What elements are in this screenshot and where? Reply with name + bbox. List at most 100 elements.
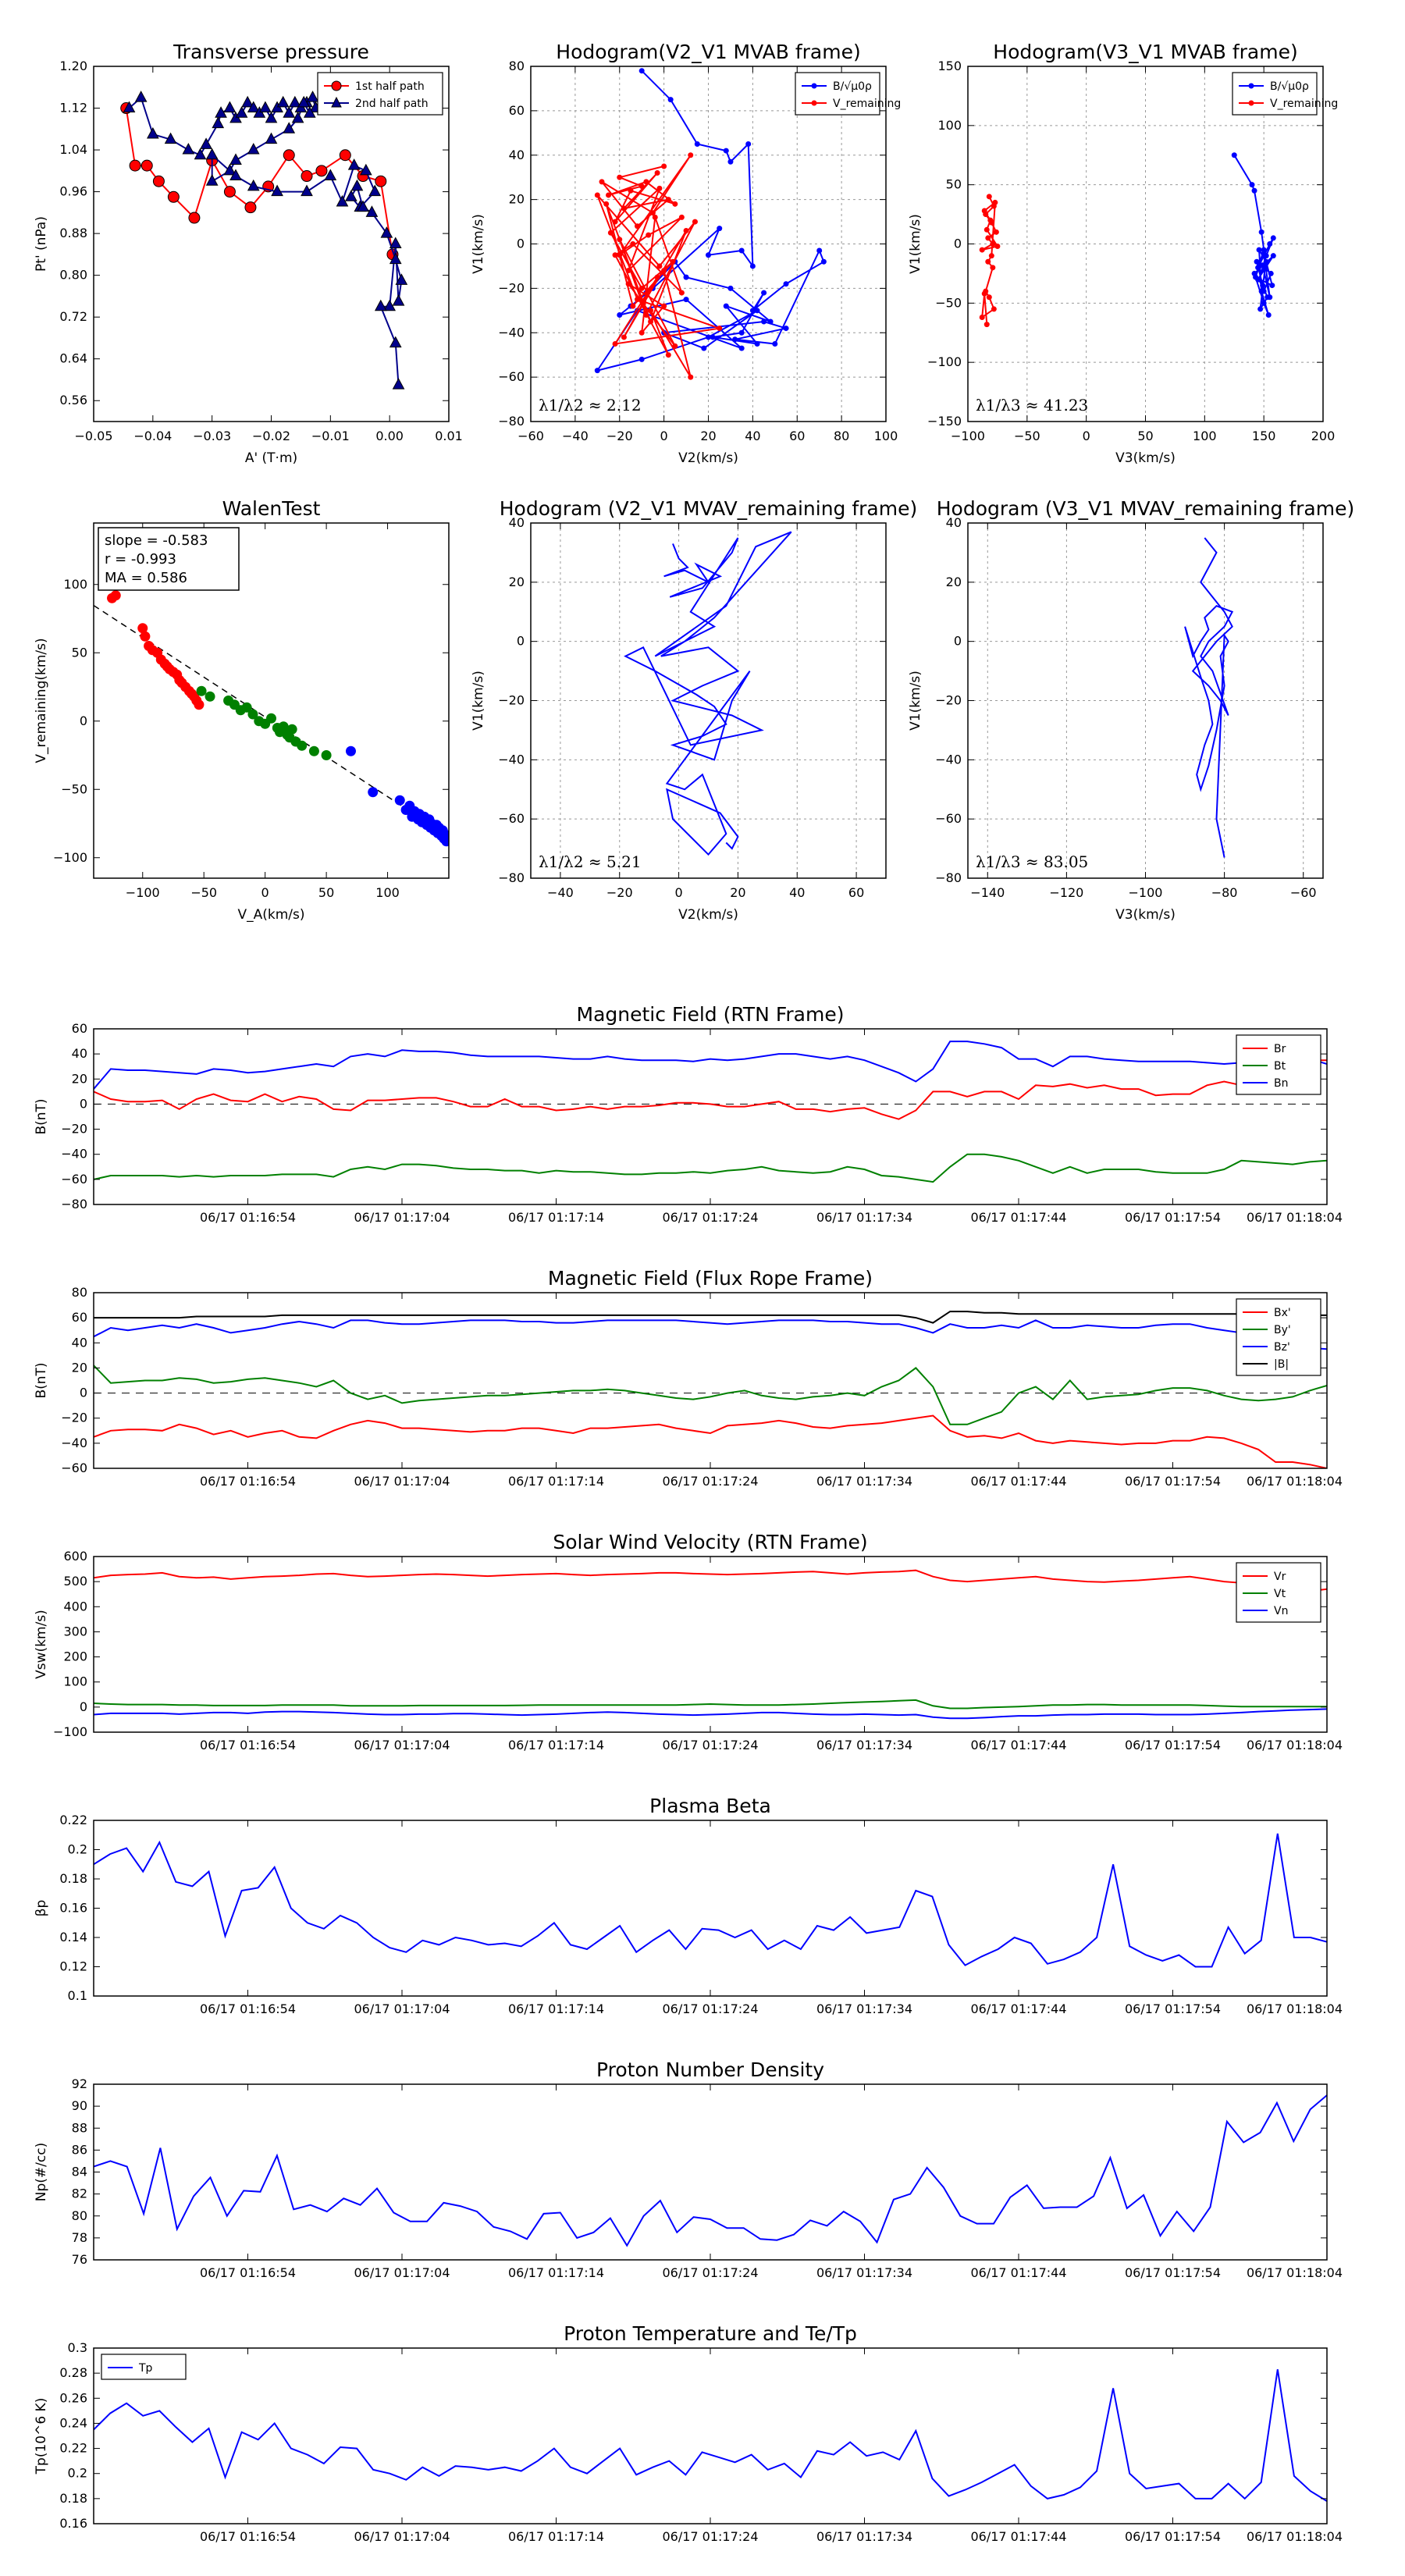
- x-tick-label: 06/17 01:17:44: [970, 2529, 1066, 2544]
- data-point: [392, 378, 405, 390]
- y-tick-label: −60: [498, 811, 525, 826]
- data-point: [205, 148, 219, 160]
- data-point: [987, 217, 994, 223]
- x-tick-label: 20: [730, 885, 745, 900]
- y-tick-label: 40: [946, 515, 962, 530]
- x-tick-label: 40: [745, 429, 760, 443]
- data-point: [297, 95, 311, 108]
- legend-label: |B|: [1274, 1358, 1289, 1371]
- legend-box: [317, 72, 443, 116]
- data-point: [683, 227, 689, 233]
- data-point: [394, 795, 405, 806]
- x-tick-label: 06/17 01:17:04: [354, 2529, 450, 2544]
- series-line-by-: [94, 1364, 1327, 1425]
- legend-label: Vn: [1274, 1605, 1288, 1617]
- data-point: [229, 153, 242, 165]
- x-tick-label: 40: [789, 885, 805, 900]
- data-point: [359, 163, 372, 176]
- y-tick-label: 1.12: [59, 101, 87, 116]
- data-point: [694, 141, 700, 148]
- legend-marker: [331, 80, 342, 91]
- data-point: [129, 159, 141, 172]
- legend-label: V_remaining: [1270, 98, 1338, 110]
- series-line-bn: [94, 1041, 1327, 1090]
- y-tick-label: 300: [63, 1624, 87, 1638]
- stats-line: MA = 0.586: [105, 570, 187, 586]
- x-tick-label: 06/17 01:17:44: [970, 2265, 1066, 2280]
- data-point: [984, 322, 990, 328]
- data-point: [324, 169, 337, 181]
- data-point: [754, 340, 760, 347]
- plot-frame: [93, 1820, 1328, 1997]
- data-point: [625, 281, 631, 287]
- data-point: [247, 179, 260, 191]
- y-tick-label: 60: [509, 103, 525, 118]
- y-tick-label: −60: [935, 811, 962, 826]
- data-point: [123, 101, 136, 113]
- x-tick-label: −50: [1014, 429, 1040, 443]
- y-tick-label: −20: [498, 280, 525, 295]
- data-point: [357, 200, 369, 212]
- data-point: [306, 91, 319, 102]
- data-point: [985, 258, 991, 265]
- data-point: [654, 274, 660, 280]
- x-tick-label: 0.01: [435, 429, 463, 443]
- legend: Tp: [101, 2354, 187, 2380]
- y-tick-label: −20: [61, 1122, 87, 1137]
- x-tick-label: 06/17 01:17:44: [970, 1210, 1066, 1225]
- data-point: [820, 258, 827, 265]
- data-point: [678, 290, 685, 296]
- data-point: [594, 192, 600, 198]
- y-tick-label: −40: [935, 752, 962, 767]
- data-point: [315, 165, 328, 177]
- data-point: [1267, 241, 1273, 247]
- series-line-beta: [94, 1833, 1327, 1968]
- data-point: [683, 274, 689, 280]
- x-tick-label: 06/17 01:17:34: [816, 2265, 912, 2280]
- data-point: [665, 197, 671, 203]
- data-point: [247, 101, 260, 113]
- x-tick-label: 60: [848, 885, 864, 900]
- y-tick-label: −60: [61, 1461, 87, 1475]
- legend-marker: [811, 83, 817, 89]
- x-tick-label: 06/17 01:17:34: [816, 2529, 912, 2544]
- data-point: [638, 183, 645, 190]
- x-tick-label: 20: [700, 429, 716, 443]
- y-tick-label: 150: [937, 59, 962, 73]
- y-tick-label: 40: [72, 1335, 87, 1350]
- y-tick-label: 0.3: [68, 2340, 87, 2355]
- data-point: [612, 340, 618, 347]
- data-point: [678, 214, 685, 220]
- data-point: [303, 106, 316, 118]
- y-tick-label: −60: [61, 1172, 87, 1187]
- x-tick-label: 06/17 01:17:34: [816, 1738, 912, 1752]
- data-point: [630, 303, 636, 309]
- data-layer: [94, 1833, 1327, 1968]
- data-point: [656, 185, 663, 191]
- data-point: [1231, 152, 1237, 158]
- data-point: [981, 290, 987, 297]
- x-tick-label: −0.01: [311, 429, 350, 443]
- x-tick-label: −100: [951, 429, 985, 443]
- legend: Br Bt Bn: [1236, 1034, 1321, 1095]
- data-point: [389, 336, 402, 348]
- data-point: [1261, 300, 1267, 306]
- data-point: [979, 315, 985, 321]
- data-point: [710, 334, 716, 340]
- legend: B/√μ0ρ V_remaining: [795, 72, 901, 116]
- data-point: [661, 268, 667, 274]
- y-tick-label: 0: [954, 634, 962, 649]
- chart-title: Transverse pressure: [173, 41, 369, 63]
- data-point: [635, 223, 640, 229]
- data-point: [649, 210, 656, 216]
- data-point: [985, 235, 991, 241]
- data-layer: [94, 2094, 1327, 2247]
- data-point: [783, 281, 789, 287]
- data-point: [1254, 258, 1260, 265]
- data-point: [368, 787, 379, 798]
- y-tick-label: 0: [80, 1096, 87, 1111]
- y-tick-label: 0.18: [59, 2491, 87, 2506]
- data-point: [1269, 283, 1275, 289]
- x-tick-label: 06/17 01:16:54: [200, 2001, 296, 2016]
- legend-label: Bt: [1274, 1060, 1286, 1073]
